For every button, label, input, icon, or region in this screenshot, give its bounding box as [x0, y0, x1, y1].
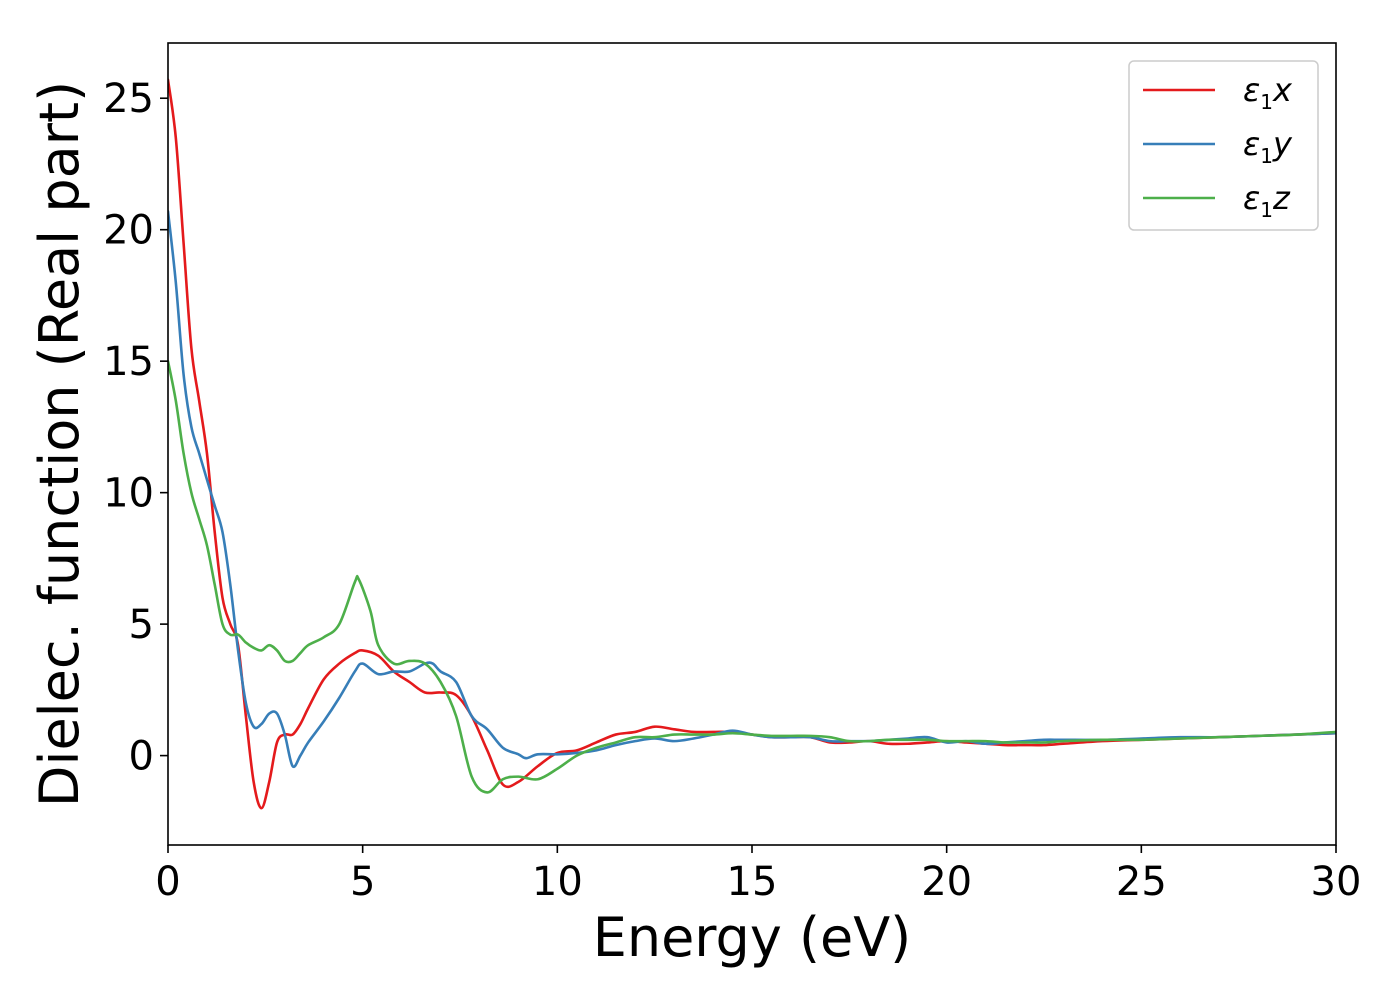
- y-axis: 0 5 10 15 20 25: [103, 76, 168, 780]
- series-line-y: [168, 209, 1336, 769]
- x-axis: 0 5 10 15 20 25 30: [155, 845, 1361, 905]
- x-tick-label: 0: [155, 859, 180, 905]
- x-tick-label: 30: [1311, 859, 1362, 905]
- y-tick-label: 10: [103, 471, 154, 517]
- series-layer: [168, 78, 1336, 810]
- y-tick-label: 20: [103, 208, 154, 254]
- legend-label-x: ε1x: [1243, 71, 1293, 114]
- y-tick-label: 15: [103, 339, 154, 385]
- x-tick-label: 10: [532, 859, 583, 905]
- legend-label-y: ε1y: [1243, 125, 1293, 168]
- x-axis-label: Energy (eV): [593, 906, 912, 969]
- y-tick-label: 5: [129, 602, 154, 648]
- y-tick-label: 25: [103, 76, 154, 122]
- series-line-z: [168, 359, 1336, 794]
- legend-label-z: ε1z: [1243, 179, 1291, 222]
- x-tick-label: 15: [727, 859, 778, 905]
- legend-frame: [1128, 60, 1319, 231]
- x-tick-label: 25: [1116, 859, 1167, 905]
- x-tick-label: 20: [921, 859, 972, 905]
- legend: ε1x ε1y ε1z: [1128, 60, 1319, 231]
- x-tick-label: 5: [350, 859, 375, 905]
- y-tick-label: 0: [129, 734, 154, 780]
- y-axis-label: Dielec. function (Real part): [28, 81, 91, 807]
